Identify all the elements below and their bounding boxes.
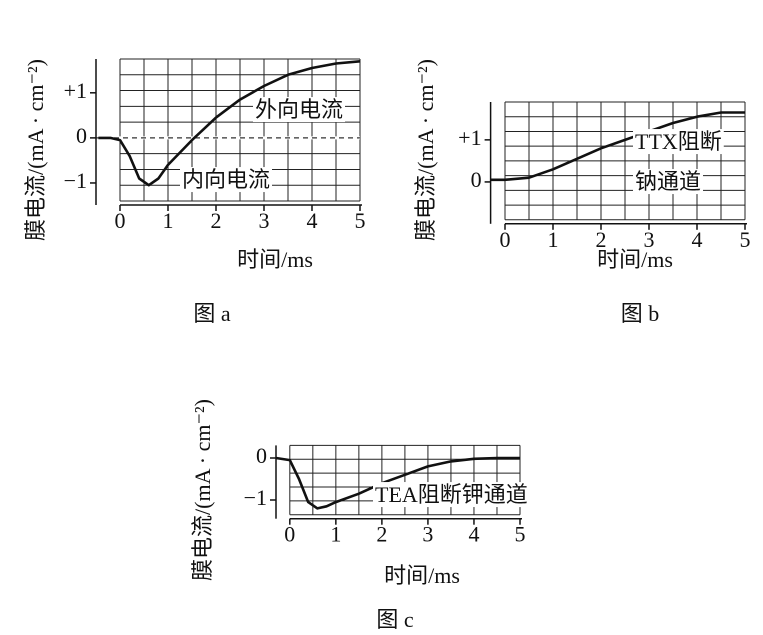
x-tick-label: 5 xyxy=(740,227,751,252)
annotation-bg xyxy=(253,97,346,123)
x-tick-label: 4 xyxy=(307,208,318,233)
x-tick-label: 2 xyxy=(211,208,222,233)
x-axis-label: 时间/ms xyxy=(597,247,673,272)
caption: 图 c xyxy=(376,607,414,632)
annotation: TEA阻断钾通道 xyxy=(375,482,528,507)
x-tick-label: 0 xyxy=(115,208,126,233)
x-tick-label: 1 xyxy=(548,227,559,252)
x-axis-label: 时间/ms xyxy=(237,247,313,272)
x-tick-label: 4 xyxy=(468,522,479,547)
annotation: 钠通道 xyxy=(635,169,701,194)
x-tick-label: 3 xyxy=(644,227,655,252)
y-tick-label: 0 xyxy=(76,123,87,148)
x-tick-label: 3 xyxy=(259,208,270,233)
line xyxy=(490,111,745,182)
x-tick-label: 4 xyxy=(692,227,703,252)
x-tick-label: 1 xyxy=(163,208,174,233)
x-tick-label: 5 xyxy=(515,522,526,547)
annotation-bg xyxy=(633,169,704,195)
y-axis-label: 膜电流/(mA · cm⁻²) xyxy=(190,399,215,581)
y-tick-label: 0 xyxy=(471,167,482,192)
annotation: TTX阻断 xyxy=(635,129,722,154)
annotation-bg xyxy=(373,482,530,508)
x-tick-label: 5 xyxy=(355,208,366,233)
x-tick-label: 2 xyxy=(596,227,607,252)
x-tick-label: 0 xyxy=(284,522,295,547)
x-tick-label: 1 xyxy=(330,522,341,547)
line xyxy=(98,60,361,187)
annotation-bg xyxy=(633,129,724,155)
caption: 图 a xyxy=(193,301,231,326)
annotation-bg xyxy=(180,167,273,193)
caption: 图 b xyxy=(621,301,660,326)
y-tick-label: +1 xyxy=(64,78,87,103)
y-tick-label: −1 xyxy=(64,168,87,193)
y-tick-label: +1 xyxy=(458,125,481,150)
line xyxy=(275,456,520,510)
y-tick-label: 0 xyxy=(256,443,267,468)
y-axis-label: 膜电流/(mA · cm⁻²) xyxy=(23,59,48,241)
annotation: 外向电流 xyxy=(255,97,343,122)
x-tick-label: 2 xyxy=(376,522,387,547)
x-tick-label: 0 xyxy=(500,227,511,252)
x-tick-label: 3 xyxy=(422,522,433,547)
y-axis-label: 膜电流/(mA · cm⁻²) xyxy=(413,59,438,241)
annotation: 内向电流 xyxy=(182,167,270,192)
y-tick-label: −1 xyxy=(244,485,267,510)
x-axis-label: 时间/ms xyxy=(384,563,460,588)
